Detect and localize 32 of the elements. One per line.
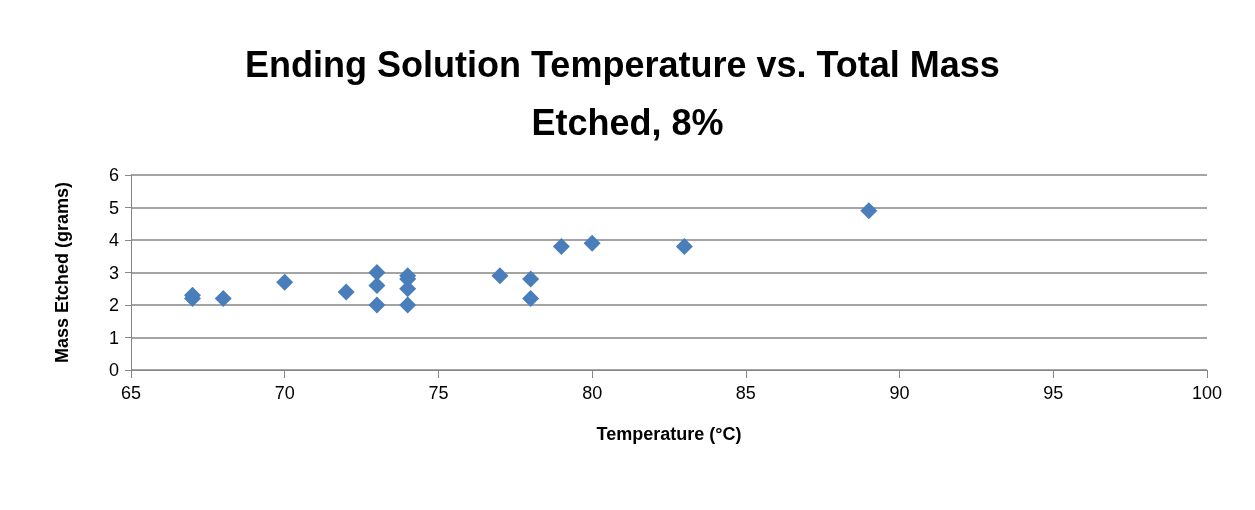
y-tick-label: 5 bbox=[108, 197, 119, 218]
y-tick-label: 3 bbox=[108, 262, 119, 283]
point bbox=[522, 270, 540, 288]
x-tick-label: 80 bbox=[582, 383, 603, 403]
point bbox=[860, 202, 878, 220]
point bbox=[552, 238, 570, 255]
y-axis-title: Mass Etched (grams) bbox=[52, 181, 72, 364]
point bbox=[583, 234, 601, 252]
point bbox=[368, 264, 386, 281]
point bbox=[368, 296, 386, 314]
x-tick-label: 90 bbox=[889, 383, 910, 403]
point bbox=[491, 267, 509, 285]
point bbox=[368, 277, 386, 294]
point bbox=[675, 238, 693, 255]
point bbox=[276, 273, 294, 291]
chart-title: Ending Solution Temperature vs. Total Mass Etched, 8% bbox=[245, 43, 1010, 143]
x-tick-label: 95 bbox=[1043, 383, 1064, 403]
y-tick-label: 2 bbox=[108, 295, 119, 315]
x-tick-label: 85 bbox=[735, 383, 756, 403]
point bbox=[522, 290, 540, 307]
point bbox=[214, 290, 232, 307]
x-tick-label: 100 bbox=[1191, 383, 1223, 403]
x-axis-title: Temperature (°C) bbox=[596, 424, 742, 444]
y-tick-label: 4 bbox=[108, 230, 119, 250]
y-tick-label: 0 bbox=[108, 360, 119, 380]
x-tick-label: 65 bbox=[120, 383, 142, 403]
y-tick-label: 6 bbox=[108, 165, 119, 185]
x-tick-label: 70 bbox=[274, 383, 295, 403]
point bbox=[399, 296, 417, 314]
x-tick-label: 75 bbox=[428, 383, 449, 403]
point bbox=[337, 283, 355, 301]
y-tick-label: 1 bbox=[108, 327, 119, 348]
